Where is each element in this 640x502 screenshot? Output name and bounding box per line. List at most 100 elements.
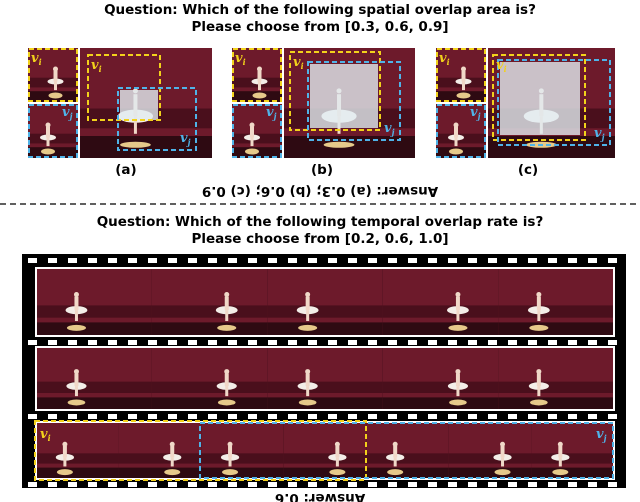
prop: [494, 469, 511, 476]
overlap-box: [232, 48, 282, 102]
photo-floor: [284, 136, 415, 158]
dancer-head: [453, 122, 459, 128]
video-label: vi: [40, 427, 51, 443]
sprocket: [508, 482, 517, 487]
sprocket: [308, 258, 317, 263]
dancer-legs: [250, 137, 254, 147]
dancer-body: [62, 445, 67, 458]
dancer-body: [461, 70, 466, 82]
panel-label: (a): [115, 162, 136, 178]
prop: [120, 141, 151, 148]
photo-band: [151, 305, 268, 318]
sprocket: [128, 340, 137, 345]
video-label: vj: [594, 126, 605, 142]
dancer-body: [455, 373, 460, 387]
dancer-body: [224, 296, 229, 311]
dancer-legs: [462, 81, 465, 91]
dancer-body: [335, 445, 340, 458]
sprocket: [208, 258, 217, 263]
dancer-legs: [306, 310, 310, 322]
prop: [323, 141, 355, 148]
dancer-head: [224, 369, 230, 375]
dancer-body: [53, 70, 58, 82]
panel-label: (b): [311, 162, 333, 178]
sprocket: [368, 482, 377, 487]
sprocket: [608, 414, 617, 419]
sprocket: [408, 340, 417, 345]
sprocket: [428, 258, 437, 263]
sprocket: [48, 482, 57, 487]
sprocket: [328, 414, 337, 419]
sprocket: [548, 258, 557, 263]
prop: [448, 324, 468, 331]
dancer-legs: [558, 457, 562, 467]
sprocket: [508, 258, 517, 263]
sprocket: [528, 482, 537, 487]
video-sub: j: [272, 111, 277, 121]
sprocket: [88, 258, 97, 263]
dancer-legs: [456, 386, 460, 397]
prop: [245, 148, 259, 155]
sprocket: [468, 340, 477, 345]
prop: [530, 399, 548, 406]
overlap-area: [120, 90, 158, 120]
sprocket: [408, 482, 417, 487]
photo-band: [498, 305, 614, 318]
sprocket: [508, 414, 517, 419]
sprocket: [328, 258, 337, 263]
sprocket: [148, 414, 157, 419]
dancer-legs: [225, 310, 229, 322]
photo-floor: [366, 467, 449, 479]
dancer-head: [169, 441, 175, 447]
spatial-choices: Please choose from [0.3, 0.6, 0.9]: [191, 19, 448, 35]
dancer-legs: [306, 386, 310, 397]
sprocket: [428, 482, 437, 487]
sprocket: [248, 258, 257, 263]
video-sub: j: [68, 111, 73, 121]
dancer-head: [500, 441, 506, 447]
overlap-box: [436, 104, 486, 158]
photo-floor: [267, 397, 383, 410]
video-letter: v: [266, 105, 274, 120]
dancer-body: [393, 445, 398, 458]
sprocket: [588, 482, 597, 487]
sprocket: [428, 340, 437, 345]
sprocket: [308, 340, 317, 345]
dancer-legs: [54, 81, 57, 91]
dancer-legs: [46, 137, 50, 147]
dancer-body: [250, 126, 254, 138]
sprocket: [28, 340, 37, 345]
sprocket: [108, 340, 117, 345]
frame-border: [35, 346, 615, 411]
sprocket: [188, 258, 197, 263]
sprocket: [388, 414, 397, 419]
sprocket: [48, 258, 57, 263]
video-label: vi: [496, 58, 507, 74]
prop: [529, 324, 549, 331]
overlap-box: [28, 104, 78, 158]
video-sub: i: [447, 57, 450, 67]
video-letter: v: [496, 58, 504, 73]
video-label: vj: [596, 427, 607, 443]
dancer-body: [454, 126, 458, 138]
video-sub: j: [602, 433, 607, 443]
overlap-area: [310, 64, 378, 128]
video-letter: v: [235, 51, 243, 66]
dancer-legs: [456, 310, 460, 322]
sprocket: [208, 482, 217, 487]
dancer-head: [249, 122, 255, 128]
sprocket: [608, 258, 617, 263]
photo-floor: [448, 467, 532, 479]
sprocket: [348, 414, 357, 419]
sprocket: [428, 414, 437, 419]
sprocket: [228, 482, 237, 487]
sprocket: [288, 258, 297, 263]
photo-floor: [201, 467, 284, 479]
photo-floor: [267, 322, 383, 336]
dancer-head: [257, 66, 262, 72]
sprocket: [408, 414, 417, 419]
sprocket: [268, 482, 277, 487]
photo-band: [201, 453, 284, 464]
overlap-box: [307, 61, 401, 141]
